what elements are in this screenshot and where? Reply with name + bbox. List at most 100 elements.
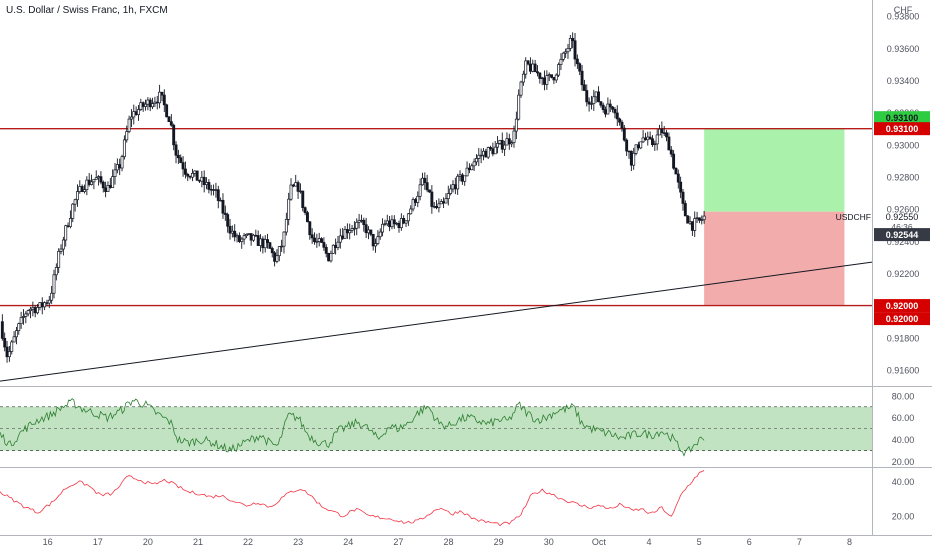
candle-body [571,37,575,42]
prev-close-badge: 0.92544 [874,228,930,242]
price-tick-label: 0.92600 [887,205,920,215]
candle [57,248,61,274]
candle [383,219,387,227]
candle [125,125,129,143]
candle-body [169,121,173,126]
candle [416,191,420,208]
candle-body [359,219,363,222]
candle-body [486,147,490,158]
candle-body [352,227,356,230]
price-tick-label: 0.91800 [887,333,920,343]
candle-body [303,207,307,213]
candle-body [423,177,427,183]
candle-body [83,189,86,192]
candle-body [284,219,288,233]
candle-body [228,225,232,234]
candle [672,150,676,170]
candle-body [437,203,441,209]
time-tick-label: 4 [646,537,651,547]
candle [14,326,18,345]
rsi-tick-label: 60.00 [892,413,915,423]
price-tick-label: 0.93600 [887,44,920,54]
candle-body [52,274,56,294]
candle-body [540,77,544,80]
candle [76,184,79,207]
candle-body [547,74,551,76]
candle-body [127,118,131,132]
candle [465,161,469,177]
candle-body [111,176,115,188]
candle [374,238,377,253]
time-tick-label: 28 [444,537,454,547]
candle [122,135,126,160]
candle-body [259,238,262,246]
candle-body [244,233,248,237]
candle-body [421,177,424,186]
candle-body [33,307,37,314]
candle-body [592,96,596,104]
candle-body [627,150,631,153]
time-tick-label: 22 [243,537,253,547]
candle [470,163,474,171]
candle-body [205,182,208,185]
candle [568,35,572,52]
candle [127,115,131,134]
candle [674,167,678,175]
candle [615,105,619,127]
candle-body [639,141,643,149]
candle [378,228,382,240]
candle [660,121,664,139]
momentum-line [0,470,705,527]
stop-badge-text: 0.92000 [886,314,919,324]
candle [463,175,467,186]
candle-body [392,219,396,225]
candle-body [374,243,377,247]
candle-body [306,212,309,223]
candle [449,184,453,196]
candle-body [327,253,331,262]
price-tick-label: 0.92400 [887,237,920,247]
candle [512,125,516,148]
candle-body [36,307,40,314]
candle [113,162,117,185]
candle [99,171,103,185]
candle [50,285,54,304]
candle-body [381,223,385,233]
candle [320,237,323,243]
candle [176,149,180,165]
candle-body [406,213,410,222]
last-price-label: 0.92550 [886,212,919,222]
candle [90,174,93,186]
candle [59,244,63,255]
candle [634,144,638,156]
candle-body [608,103,612,108]
candle [310,228,314,244]
candle-body [310,234,314,239]
candle-body [7,351,11,358]
candle [92,178,96,190]
candle-body [158,91,162,104]
candle [296,180,300,199]
candle [559,53,563,71]
candle-body [134,111,138,116]
candle [350,224,354,233]
candle-body [573,40,577,60]
candle-body [324,246,328,254]
candle [270,246,274,258]
candle-body [399,218,403,229]
candle-body [186,174,190,177]
candle-body [261,238,265,249]
candle [486,146,490,160]
candle-body [475,158,478,163]
candle-body [209,189,213,191]
candle [371,233,375,251]
candle [64,224,68,247]
candle-body [395,222,399,225]
take-profit-zone [704,128,845,212]
candle-body [449,188,453,194]
time-tick-label: 7 [797,537,802,547]
candle-body [477,154,481,159]
candle [608,99,612,113]
candle [578,62,582,76]
candle-body [50,292,54,301]
